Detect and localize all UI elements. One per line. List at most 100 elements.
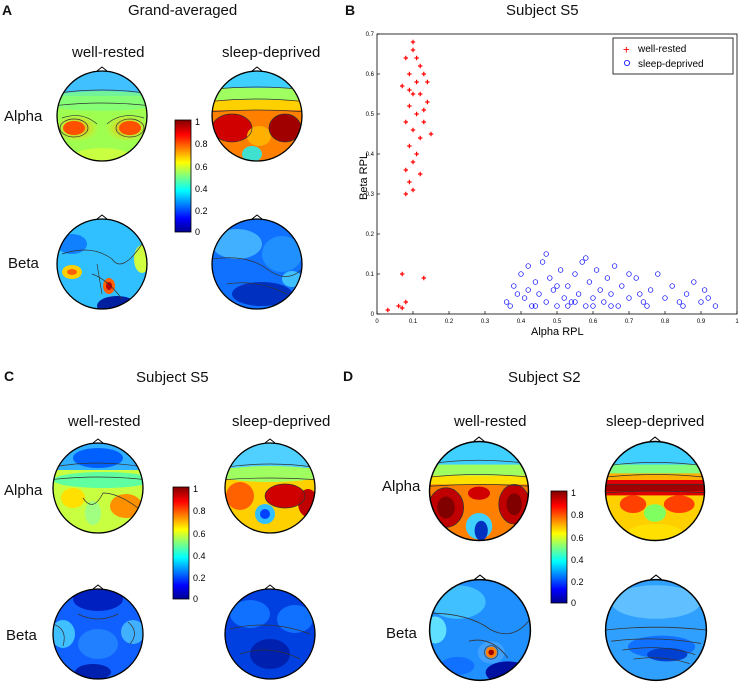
point-sleep-deprived [583,255,589,261]
y-axis-label: Beta RPL [358,153,370,200]
point-sleep-deprived [575,291,582,297]
point-well-rested [407,87,412,93]
panel-b-letter: B [345,2,356,18]
point-well-rested [403,299,408,305]
point-sleep-deprived [669,283,675,289]
point-sleep-deprived [586,279,593,285]
colorbar-a-tick: 1 [195,118,200,127]
point-well-rested [414,151,419,157]
point-sleep-deprived [662,295,668,301]
point-sleep-deprived [518,271,524,277]
point-well-rested [403,191,408,197]
panel-c-title: Subject S5 [136,369,209,386]
colorbar-a-tick: 0 [195,227,200,236]
point-sleep-deprived [691,279,697,285]
point-sleep-deprived [626,271,632,277]
point-sleep-deprived [554,283,560,289]
point-well-rested [400,305,405,311]
point-sleep-deprived [521,295,528,301]
point-well-rested [421,71,426,77]
point-well-rested [428,131,434,137]
x-tick-label: 0.3 [481,319,490,325]
point-sleep-deprived [543,299,549,305]
point-well-rested [403,167,408,173]
colorbar-d: 1 0.8 0.6 0.4 0.2 0 [550,489,584,607]
point-well-rested [418,171,423,177]
point-well-rested [403,55,408,61]
point-sleep-deprived [608,291,614,297]
colorbar-a-tick: 0.4 [195,184,208,194]
point-sleep-deprived [565,283,571,289]
legend: + well-rested sleep-deprived [612,37,734,75]
point-sleep-deprived [525,287,531,293]
point-sleep-deprived [615,303,621,309]
colorbar-c-tick: 0.8 [193,506,206,516]
y-tick-label: 0.2 [366,232,375,238]
point-well-rested [407,71,412,77]
panel-c-row-beta: Beta [6,627,37,644]
point-well-rested [407,143,412,149]
point-well-rested [421,275,426,281]
point-well-rested [414,79,419,85]
point-sleep-deprived [590,303,596,309]
point-sleep-deprived [647,287,654,293]
colorbar-d-tick: 0.2 [571,577,584,587]
panel-a-letter: A [2,2,13,18]
point-well-rested [421,107,426,113]
point-sleep-deprived [644,303,650,309]
topomap-a-beta-well-rested [56,214,148,310]
panel-a-col-sleep-deprived: sleep-deprived [222,44,321,61]
topomap-c-beta-sleep-deprived [224,584,316,680]
colorbar-c-tick: 0.2 [193,573,206,583]
panel-a-title: Grand-averaged [128,2,238,19]
legend-well-rested: well-rested [637,44,686,55]
point-sleep-deprived [608,303,614,309]
point-sleep-deprived [583,303,589,309]
topomap-a-alpha-sleep-deprived [211,66,303,162]
x-tick-label: 0.2 [445,319,454,325]
point-sleep-deprived [503,299,510,305]
y-tick-label: 0.7 [366,32,375,38]
point-sleep-deprived [547,275,553,281]
y-tick-label: 0.4 [366,152,375,158]
point-sleep-deprived [619,283,625,289]
point-well-rested [400,83,405,89]
colorbar-d-tick: 0 [571,598,576,607]
topomap-c-beta-well-rested [52,584,144,680]
colorbar-a: 1 0.8 0.6 0.4 0.2 0 [174,118,208,236]
panel-c-row-alpha: Alpha [4,482,43,499]
colorbar-a-tick: 0.8 [195,139,208,149]
topomap-d-beta-sleep-deprived [604,574,708,682]
x-tick-label: 0.7 [625,319,634,325]
panel-d-row-beta: Beta [386,625,417,642]
point-well-rested [410,159,416,165]
point-sleep-deprived [655,271,661,277]
colorbar-a-tick: 0.2 [195,206,208,216]
point-sleep-deprived [532,279,539,285]
colorbar-c: 1 0.8 0.6 0.4 0.2 0 [172,485,206,603]
legend-marker-sleep-deprived [623,60,630,67]
point-sleep-deprived [633,275,639,281]
colorbar-a-tick: 0.6 [195,162,208,172]
point-well-rested [418,91,423,97]
point-sleep-deprived [683,291,690,297]
point-sleep-deprived [626,295,632,301]
point-sleep-deprived [565,303,571,309]
panel-d-title: Subject S2 [508,369,581,386]
x-tick-label: 1 [735,319,739,325]
panel-a-row-alpha: Alpha [4,108,43,125]
point-sleep-deprived [597,287,603,293]
topomap-d-alpha-sleep-deprived [604,436,706,542]
point-sleep-deprived [550,287,557,293]
point-well-rested [396,303,401,309]
colorbar-d-tick: 1 [571,489,576,498]
point-sleep-deprived [640,299,647,305]
point-sleep-deprived [705,295,711,301]
point-well-rested [410,127,416,133]
panel-b-title: Subject S5 [506,2,579,19]
point-sleep-deprived [680,303,686,309]
y-tick-label: 0.5 [366,112,375,118]
point-sleep-deprived [712,303,719,309]
point-well-rested [418,135,423,141]
point-sleep-deprived [604,275,611,281]
